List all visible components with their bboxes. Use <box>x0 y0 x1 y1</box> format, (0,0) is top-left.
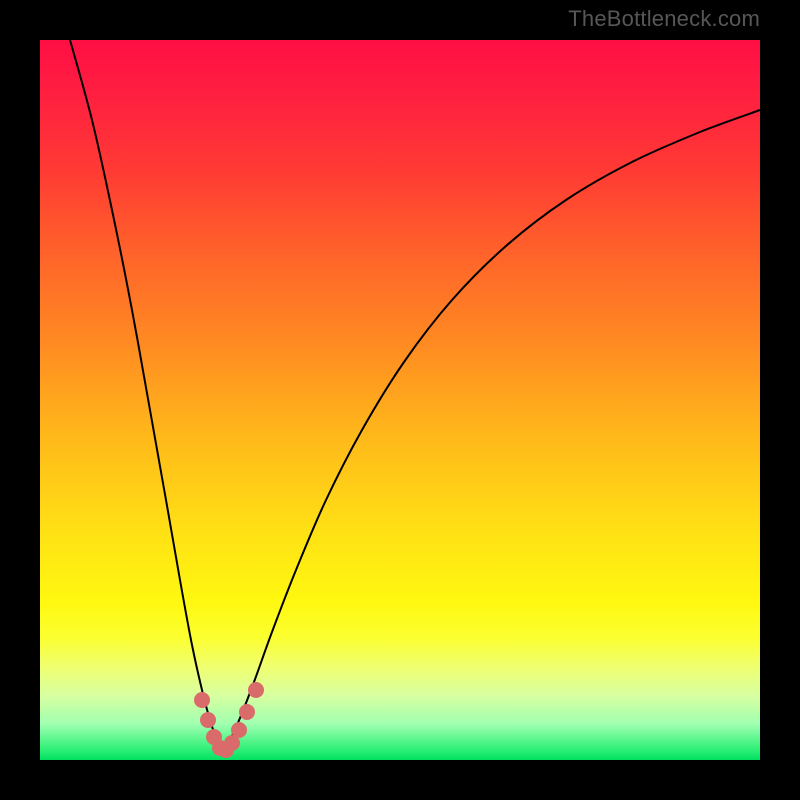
curve-marker <box>248 682 264 698</box>
curve-marker <box>239 704 255 720</box>
watermark-text: TheBottleneck.com <box>568 6 760 32</box>
curve-marker <box>231 722 247 738</box>
curve-marker <box>200 712 216 728</box>
bottleneck-curve <box>70 40 760 750</box>
plot-area <box>40 40 760 760</box>
chart-container: TheBottleneck.com <box>0 0 800 800</box>
marker-group <box>194 682 264 758</box>
curve-marker <box>194 692 210 708</box>
curve-layer <box>40 40 760 760</box>
